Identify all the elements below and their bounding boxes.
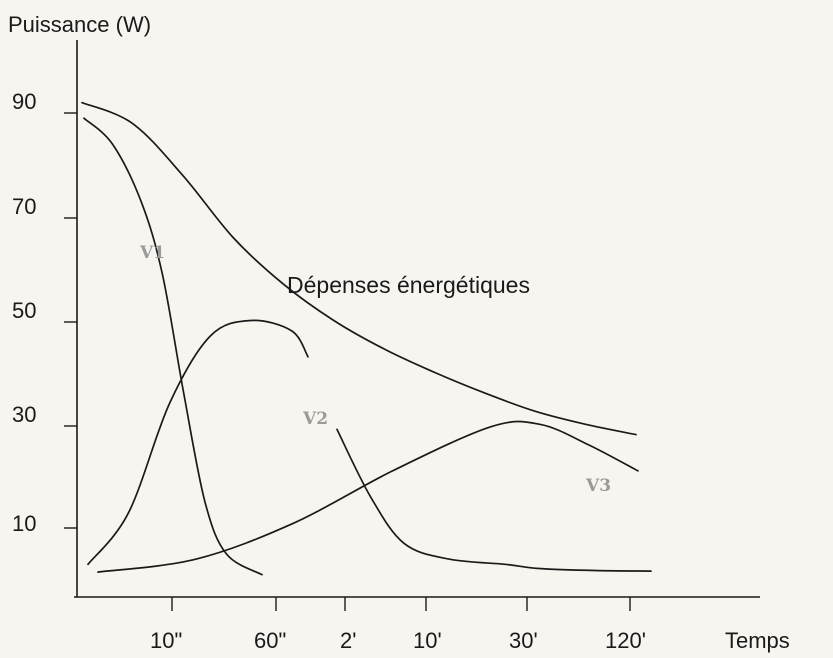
y-tick-label: 90 <box>12 89 36 114</box>
series-line-v2 <box>336 428 652 572</box>
series-curves <box>81 101 652 576</box>
x-tick-label: 10' <box>413 628 442 653</box>
series-line-v2 <box>87 319 309 566</box>
series-label: V2 <box>302 409 328 429</box>
series-line-v1 <box>83 117 263 576</box>
x-tick-label: 10" <box>150 628 182 653</box>
x-tick-label: 60" <box>254 628 286 653</box>
y-tick-label: 50 <box>12 298 36 323</box>
curve-annotation: Dépenses énergétiques <box>287 272 530 298</box>
y-tick-label: 70 <box>12 194 36 219</box>
x-axis-label: Temps <box>725 628 790 653</box>
y-ticks: 90 70 50 30 10 <box>12 89 77 536</box>
y-axis-label: Puissance (W) <box>8 12 151 37</box>
y-tick-label: 10 <box>12 511 36 536</box>
x-tick-label: 120' <box>605 628 646 653</box>
series-label: V1 <box>139 243 165 263</box>
series-line-v3 <box>97 420 639 573</box>
series-line-d-penses-nerg-tiques <box>81 101 637 436</box>
y-tick-label: 30 <box>12 402 36 427</box>
x-ticks: 10" 60" 2' 10' 30' 120' Temps <box>150 597 790 653</box>
x-tick-label: 2' <box>340 628 356 653</box>
series-label: V3 <box>585 476 611 496</box>
x-tick-label: 30' <box>509 628 538 653</box>
